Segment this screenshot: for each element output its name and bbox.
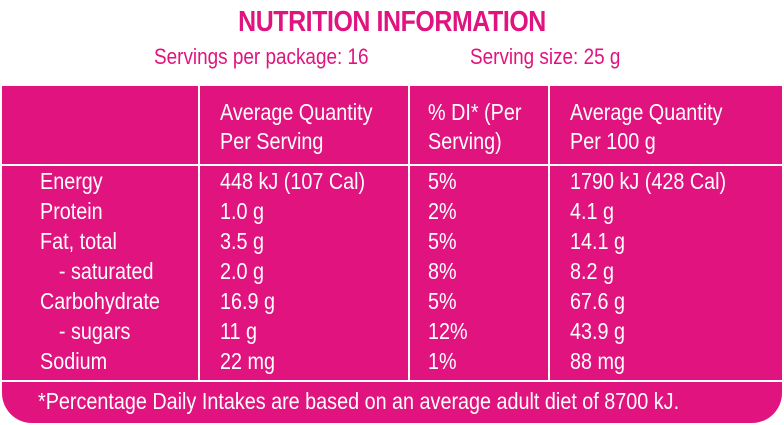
row-protein-per-100g: 4.1 g [570, 198, 614, 224]
row-sugars-di: 12% [428, 318, 468, 344]
row-saturated-di: 8% [428, 258, 457, 284]
row-carbohydrate-per-100g: 67.6 g [570, 288, 625, 314]
row-fat-total-per-100g: 14.1 g [570, 228, 625, 254]
header-per-serving-line2: Per Serving [220, 128, 324, 154]
row-label-protein: Protein [40, 198, 103, 224]
row-fat-total-per-serving: 3.5 g [220, 228, 264, 254]
row-carbohydrate-di: 5% [428, 288, 457, 314]
row-saturated-per-serving: 2.0 g [220, 258, 264, 284]
row-sodium-di: 1% [428, 348, 457, 374]
header-di-line1: % DI* (Per [428, 99, 522, 125]
header-per-100g: Average Quantity Per 100 g [570, 98, 722, 156]
row-sugars-per-100g: 43.9 g [570, 318, 625, 344]
table-top-border [2, 84, 782, 86]
header-per-100g-line2: Per 100 g [570, 128, 656, 154]
row-sugars-per-serving: 11 g [220, 318, 258, 344]
column-divider [198, 84, 200, 380]
nutrition-table: Average Quantity Per Serving % DI* (Per … [2, 84, 782, 423]
row-label-carbohydrate: Carbohydrate [40, 288, 160, 314]
row-fat-total-di: 5% [428, 228, 457, 254]
header-di: % DI* (Per Serving) [428, 98, 521, 156]
row-sodium-per-serving: 22 mg [220, 348, 275, 374]
row-label-energy: Energy [40, 168, 103, 194]
page-title: NUTRITION INFORMATION [238, 6, 546, 38]
row-energy-per-100g: 1790 kJ (428 Cal) [570, 168, 727, 194]
header-per-serving: Average Quantity Per Serving [220, 98, 372, 156]
header-di-line2: Serving) [428, 128, 502, 154]
serving-size: Serving size: 25 g [470, 44, 621, 69]
row-label-fat-total: Fat, total [40, 228, 117, 254]
row-sodium-per-100g: 88 mg [570, 348, 625, 374]
row-energy-di: 5% [428, 168, 457, 194]
row-energy-per-serving: 448 kJ (107 Cal) [220, 168, 366, 194]
row-label-saturated: - saturated [58, 258, 154, 284]
table-bottom-border [2, 380, 782, 382]
header-divider [2, 164, 782, 166]
row-label-sugars: - sugars [58, 318, 131, 344]
column-divider [408, 84, 410, 380]
row-protein-di: 2% [428, 198, 457, 224]
row-label-sodium: Sodium [40, 348, 108, 374]
row-saturated-per-100g: 8.2 g [570, 258, 614, 284]
column-divider [548, 84, 550, 380]
header-per-100g-line1: Average Quantity [570, 99, 723, 125]
header-per-serving-line1: Average Quantity [220, 99, 373, 125]
row-protein-per-serving: 1.0 g [220, 198, 264, 224]
footnote: *Percentage Daily Intakes are based on a… [38, 388, 680, 414]
row-carbohydrate-per-serving: 16.9 g [220, 288, 275, 314]
servings-per-package: Servings per package: 16 [154, 44, 369, 69]
